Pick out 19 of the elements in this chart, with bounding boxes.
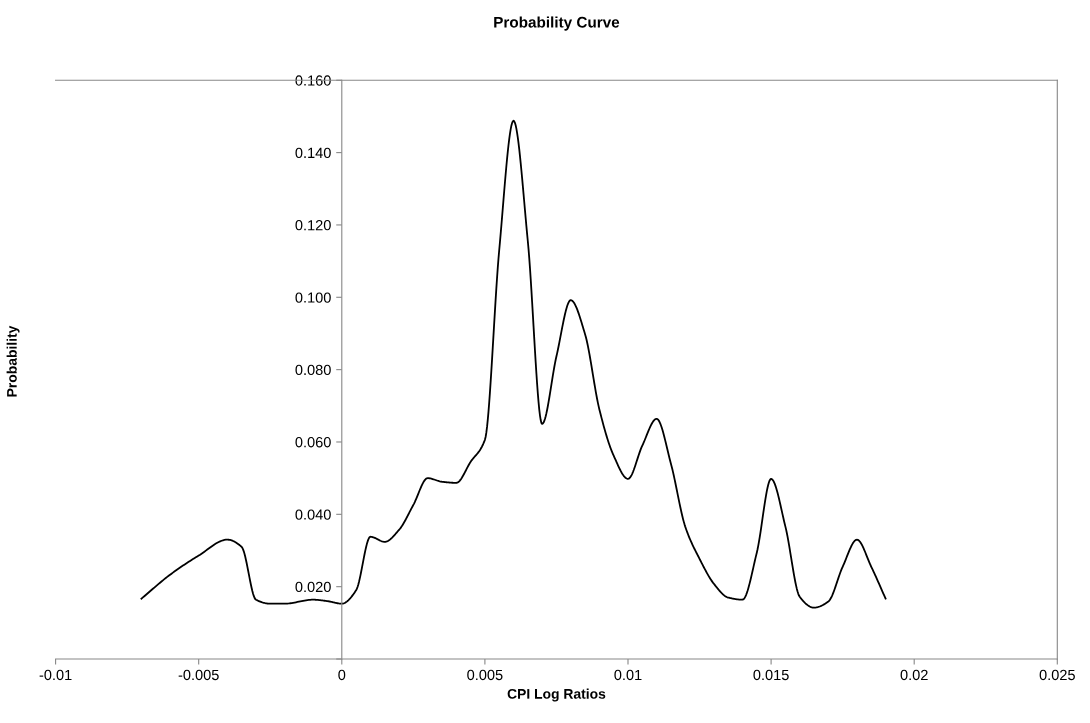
x-tick-label: 0.01 xyxy=(614,669,642,681)
y-tick-label: 0.100 xyxy=(295,292,331,303)
y-tick-label: 0.160 xyxy=(295,75,331,86)
y-tick-label: 0.060 xyxy=(295,437,331,448)
y-tick-label: 0.040 xyxy=(295,509,331,520)
y-tick-label: 0.120 xyxy=(295,220,331,231)
y-tick-label: 0.080 xyxy=(295,364,331,376)
x-tick-label: 0.005 xyxy=(467,669,503,681)
x-tick-label: 0.025 xyxy=(1039,669,1075,681)
chart-title: Probability Curve xyxy=(494,16,620,31)
x-tick-label: -0.01 xyxy=(39,669,72,681)
x-tick-label: 0.02 xyxy=(900,669,928,681)
x-axis-title: CPI Log Ratios xyxy=(507,688,606,702)
y-tick-label: 0.140 xyxy=(295,147,331,159)
y-tick-label: 0.020 xyxy=(295,581,331,593)
y-axis-title: Probability xyxy=(6,325,20,397)
x-tick-label: 0 xyxy=(338,669,346,681)
x-tick-label: -0.005 xyxy=(178,669,219,681)
x-tick-label: 0.015 xyxy=(753,669,789,681)
